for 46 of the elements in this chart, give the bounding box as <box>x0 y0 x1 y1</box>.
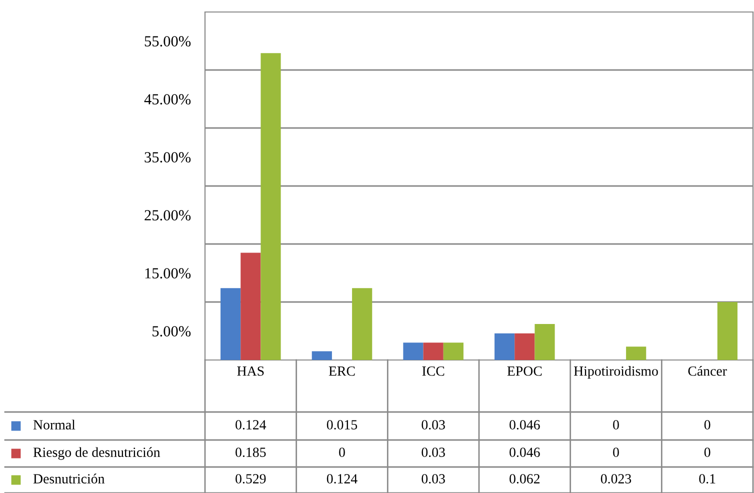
data-label: 0 <box>704 448 710 457</box>
data-label: 0.124 <box>326 474 358 484</box>
data-label: 0.015 <box>326 420 358 430</box>
data-label: 0 <box>339 448 345 457</box>
data-label: 0.529 <box>236 474 266 484</box>
legend-label: Riesgo de desnutrición <box>33 447 160 460</box>
y-tick-label: 5.00% <box>152 326 191 337</box>
x-tick-label: ICC <box>422 366 444 376</box>
y-tick-label: 15.00% <box>145 268 191 279</box>
y-tick-label: 35.00% <box>144 152 191 163</box>
data-label: 0.03 <box>422 448 445 458</box>
bar <box>534 324 555 360</box>
bar <box>514 333 535 360</box>
data-label: 0.185 <box>236 448 266 458</box>
data-label: 0.03 <box>422 474 445 484</box>
x-tick-label: Hipotiroidismo <box>574 366 658 379</box>
bar <box>717 302 738 360</box>
y-tick-label: 45.00% <box>144 94 191 105</box>
data-label: 0.023 <box>600 474 632 484</box>
bar <box>240 252 261 360</box>
bar <box>626 346 646 360</box>
data-label: 0 <box>613 448 619 457</box>
x-tick-label: ERC <box>328 366 355 376</box>
bar <box>443 342 464 360</box>
data-label: 0 <box>613 420 619 430</box>
bar <box>312 351 332 360</box>
data-label: 0.124 <box>236 420 266 430</box>
data-label: 0.1 <box>699 474 716 484</box>
x-tick-label: EPOC <box>507 366 542 376</box>
data-label: 0 <box>704 420 710 430</box>
data-label: 0.046 <box>510 448 540 458</box>
legend-label: Normal <box>33 420 76 430</box>
x-tick-label: HAS <box>237 366 264 376</box>
legend-label: Desnutrición <box>33 474 105 484</box>
data-label: 0.03 <box>422 420 445 430</box>
bar <box>423 342 444 360</box>
bar <box>352 288 372 360</box>
y-tick-label: 55.00% <box>144 36 191 47</box>
x-tick-label: Cáncer <box>688 366 727 376</box>
bar <box>220 288 241 360</box>
y-tick-label: 25.00% <box>144 210 191 221</box>
bar <box>403 342 424 360</box>
bar <box>494 333 515 360</box>
bar <box>260 53 281 360</box>
data-label: 0.046 <box>510 420 540 430</box>
data-label: 0.062 <box>510 474 540 484</box>
